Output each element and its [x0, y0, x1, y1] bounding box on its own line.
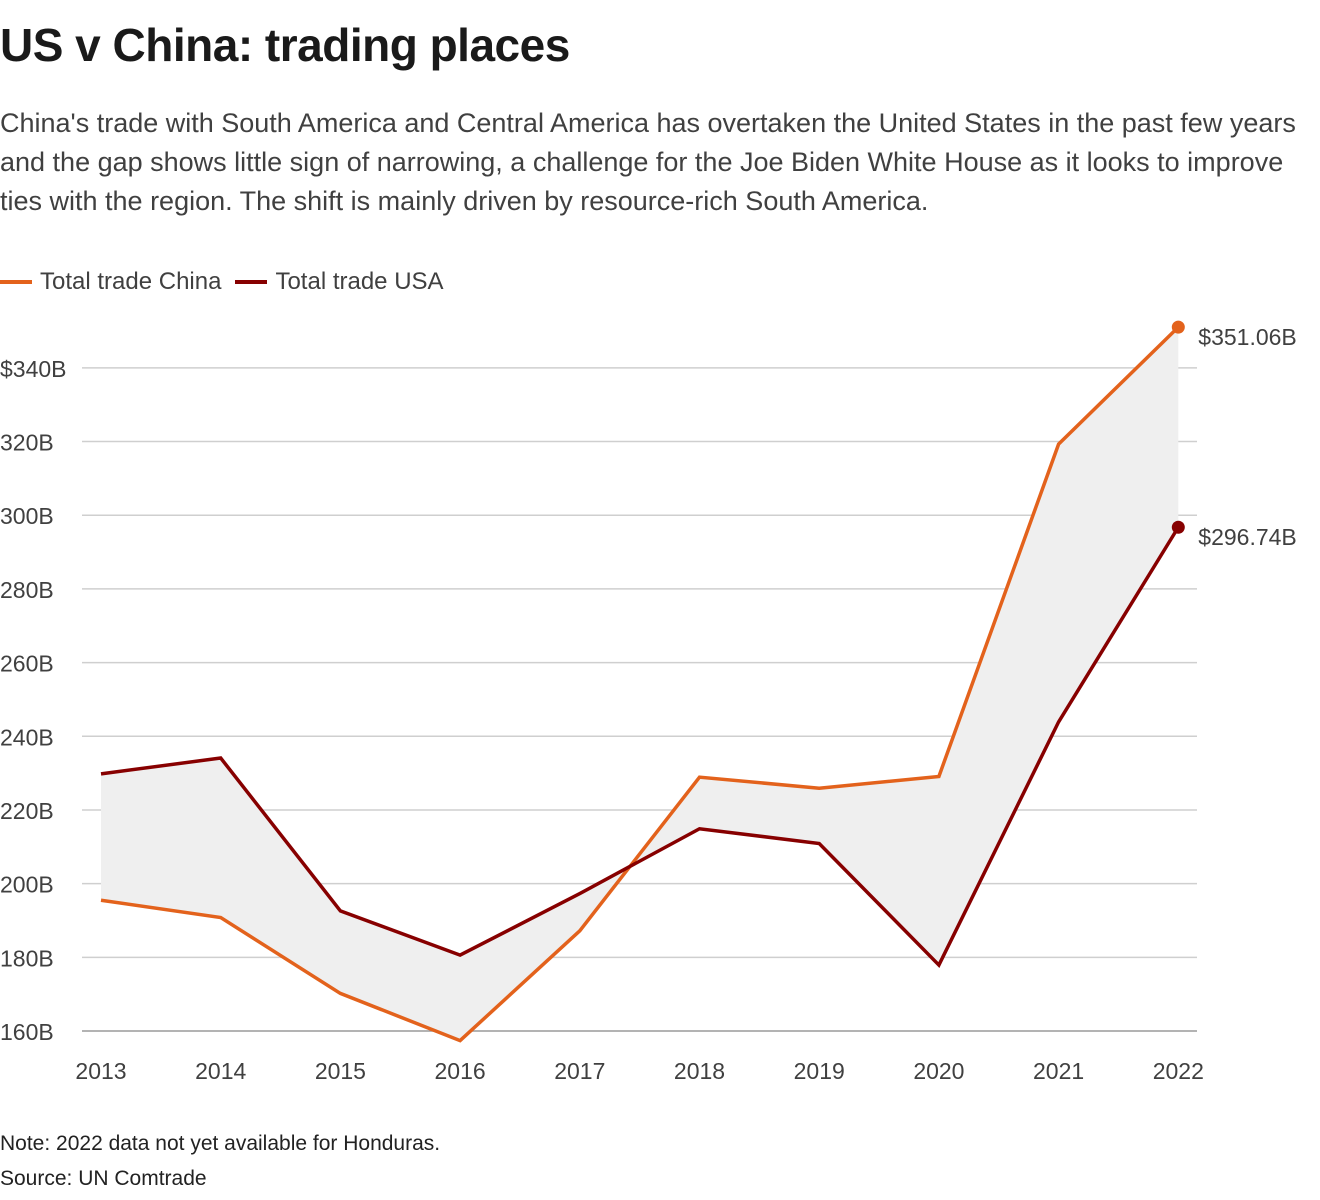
x-tick-label: 2020 [913, 1058, 964, 1084]
y-tick-label: $340B [0, 356, 67, 382]
gap-area [101, 327, 1179, 1041]
end-point-china [1171, 320, 1185, 334]
y-tick-label: 160B [0, 1019, 54, 1045]
chart-legend: Total trade China Total trade USA [0, 266, 458, 298]
x-tick-label: 2016 [435, 1058, 486, 1084]
end-label-usa: $296.74B [1198, 524, 1296, 550]
y-tick-label: 220B [0, 798, 54, 824]
x-tick-label: 2019 [794, 1058, 845, 1084]
y-tick-label: 240B [0, 724, 54, 750]
x-tick-label: 2021 [1033, 1058, 1084, 1084]
legend-label-usa: Total trade USA [275, 268, 444, 295]
footer-source: Source: UN Comtrade [0, 1167, 207, 1190]
x-tick-label: 2018 [674, 1058, 725, 1084]
footer-note: Note: 2022 data not yet available for Ho… [0, 1132, 441, 1155]
x-tick-label: 2013 [75, 1058, 126, 1084]
chart-subtitle: China's trade with South America and Cen… [0, 108, 1296, 216]
y-tick-label: 200B [0, 872, 54, 898]
y-tick-label: 180B [0, 945, 54, 971]
series-line-usa [100, 526, 1180, 969]
y-tick-label: 300B [0, 503, 54, 529]
series-line-china [100, 325, 1180, 1043]
chart-title: US v China: trading places [0, 19, 570, 71]
legend-swatch-usa [235, 280, 268, 284]
x-tick-label: 2022 [1153, 1058, 1204, 1084]
y-tick-label: 280B [0, 577, 54, 603]
end-point-usa [1171, 520, 1185, 534]
x-tick-label: 2014 [195, 1058, 246, 1084]
y-tick-label: 320B [0, 430, 54, 456]
y-tick-label: 260B [0, 651, 54, 677]
x-tick-label: 2015 [315, 1058, 366, 1084]
end-label-china: $351.06B [1198, 324, 1296, 350]
legend-swatch-china [0, 280, 32, 284]
legend-label-china: Total trade China [40, 268, 222, 295]
line-chart: 160B 180B 200B 220B 240B 260B 280B 300B 320B $340… [0, 320, 1297, 1084]
legend-item-usa: Total trade USA [235, 268, 444, 296]
legend-item-china: Total trade China [0, 268, 221, 296]
x-tick-label: 2017 [554, 1058, 605, 1084]
